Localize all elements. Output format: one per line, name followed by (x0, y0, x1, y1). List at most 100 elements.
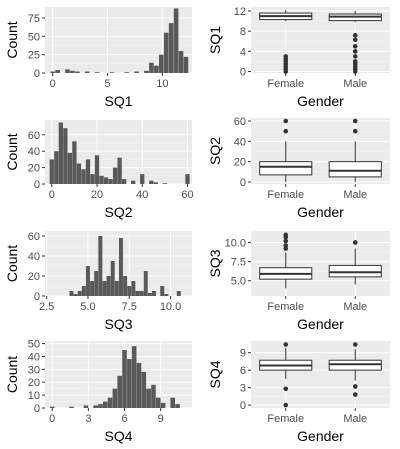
y-tick-label: 0 (240, 400, 246, 412)
histogram-bar (131, 281, 136, 296)
y-axis-label: SQ3 (207, 249, 223, 277)
histogram-bar (114, 281, 119, 296)
histogram-bar (139, 291, 144, 296)
histogram-bar (134, 71, 139, 73)
histogram-bar (63, 128, 68, 184)
histogram-bar (107, 397, 113, 408)
histogram-bar (99, 175, 104, 184)
y-tick-label: 50 (28, 31, 40, 43)
histogram-bar (124, 72, 130, 73)
y-tick-label: 3 (240, 383, 246, 395)
histogram-bar (136, 362, 142, 408)
outlier-point (352, 392, 358, 397)
x-axis-label: SQ3 (104, 316, 132, 332)
y-tick-label: 40 (28, 146, 40, 158)
histogram-bar (84, 71, 90, 73)
y-tick-label: 20 (234, 157, 246, 169)
y-tick-label: 30 (28, 364, 40, 376)
histogram-bar (49, 159, 54, 184)
histogram-bar (153, 182, 158, 184)
x-axis-label: SQ2 (104, 204, 132, 220)
panel-background (251, 231, 390, 296)
histogram-bar (69, 291, 74, 296)
x-axis-label: Gender (297, 204, 344, 220)
histogram-bar (94, 271, 99, 296)
outlier-point (283, 128, 289, 134)
box-male (328, 240, 382, 285)
box-female (259, 118, 313, 182)
histogram-bar (160, 402, 166, 408)
outlier-point (283, 118, 289, 124)
y-axis-label: SQ4 (207, 360, 223, 388)
y-tick-label: 12 (234, 6, 246, 18)
y-axis-label: Count (4, 356, 20, 393)
box-female (259, 10, 313, 74)
outlier-point (352, 384, 358, 389)
x-tick-label: 60 (181, 189, 193, 201)
x-tick-label-female: Female (267, 413, 304, 425)
y-tick-label: 8 (240, 26, 246, 38)
histogram-bar (102, 401, 108, 408)
histogram-bar (144, 70, 149, 73)
y-tick-label: 4 (240, 46, 246, 58)
boxplot-panel-sq4: 0 3 6 9 Female Male Gender SQ4 (207, 341, 390, 444)
outlier-point (283, 238, 289, 244)
histogram-bar (65, 69, 70, 73)
y-tick-label: 10 (28, 390, 40, 402)
histogram-bar (90, 174, 95, 184)
histogram-bar (127, 286, 132, 296)
y-tick-label: 7.5 (231, 257, 246, 269)
y-tick-label: 40 (28, 251, 40, 263)
x-tick-label: 10 (156, 78, 168, 90)
histogram-panel-count-sq2: 0 20 40 60 0 20 40 60 SQ2 Count (4, 120, 194, 220)
histogram-bar (127, 359, 132, 408)
outlier-point (352, 128, 358, 134)
histogram-bar (77, 291, 82, 296)
y-tick-label: 25 (28, 50, 40, 62)
histogram-bar (151, 384, 156, 408)
histogram-bar (70, 70, 75, 73)
box-male (328, 11, 382, 74)
histogram-bar (135, 291, 140, 296)
y-tick-label: 0 (34, 68, 40, 80)
histogram-bar (147, 293, 152, 296)
x-tick-label-female: Female (267, 301, 304, 313)
x-tick-label: 0 (50, 78, 56, 90)
histogram-bar (183, 56, 189, 73)
boxplot-panel-sq2: 0 20 40 60 Female Male Gender SQ2 (207, 116, 390, 220)
histogram-bar (81, 169, 86, 184)
outlier-point (352, 49, 358, 54)
x-tick-label-male: Male (343, 301, 367, 313)
y-tick-label: 20 (28, 271, 40, 283)
y-axis-label: SQ1 (207, 26, 223, 54)
histogram-bar (55, 70, 60, 73)
x-tick-label: 3 (85, 413, 91, 425)
histogram-bar (131, 180, 136, 184)
histogram-bar (103, 177, 109, 184)
y-axis-label: Count (4, 245, 20, 282)
y-tick-label: 20 (28, 377, 40, 389)
histogram-bar (163, 32, 169, 73)
y-tick-label: 6 (240, 365, 246, 377)
histogram-bar (164, 294, 169, 296)
histogram-bar (50, 71, 55, 73)
box-male (328, 342, 382, 397)
y-axis-label: Count (4, 133, 20, 170)
y-tick-label: 0 (34, 403, 40, 415)
histogram-bar (131, 346, 137, 408)
outlier-point (352, 59, 358, 64)
y-axis-label: SQ2 (207, 137, 223, 165)
histogram-bar (110, 261, 115, 296)
y-axis-label: Count (4, 21, 20, 58)
histogram-bar (140, 174, 145, 184)
x-tick-label-male: Male (343, 78, 367, 90)
outlier-point (352, 37, 358, 43)
outlier-point (352, 43, 358, 49)
x-tick-label: 0 (49, 189, 55, 201)
histogram-bar (72, 141, 77, 184)
histogram-bar (98, 404, 103, 408)
x-tick-label: 7.5 (122, 301, 137, 313)
histogram-bar (185, 174, 190, 184)
y-tick-label: 10.0 (225, 237, 246, 249)
y-tick-label: 0 (240, 66, 246, 78)
